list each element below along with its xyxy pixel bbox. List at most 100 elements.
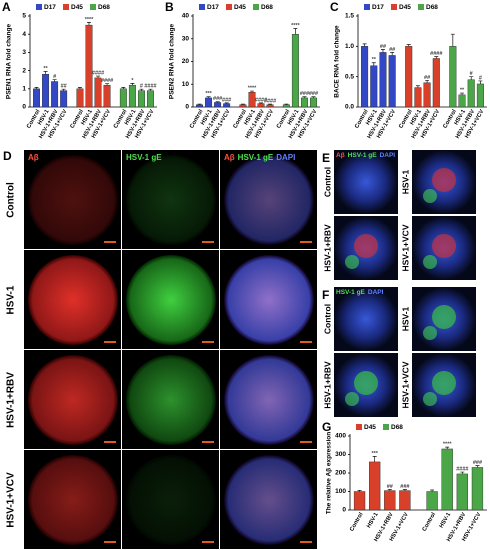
error-bar	[371, 62, 376, 66]
bar	[471, 467, 484, 511]
row-label: Control	[322, 167, 332, 197]
significance-label: ##	[61, 84, 67, 90]
bar	[449, 46, 457, 108]
y-tick-label: 1.0	[345, 43, 354, 50]
significance-label: ###	[213, 96, 222, 102]
error-bar	[249, 90, 254, 93]
error-bar	[406, 44, 411, 47]
bar	[119, 88, 127, 108]
significance-label: ***	[371, 451, 378, 457]
y-tick-label: 20	[182, 58, 190, 65]
error-bar	[96, 75, 101, 78]
organoid	[28, 155, 118, 245]
channel-name: Aβ	[224, 153, 235, 162]
y-tick-label: 200	[335, 470, 346, 477]
legend-swatch	[391, 4, 397, 10]
significance-label: ##	[424, 75, 430, 81]
bar	[353, 491, 366, 511]
organoid	[224, 455, 314, 545]
row-label: HSV-1+RBV	[322, 361, 332, 409]
channel-name: HSV-1 gE	[348, 152, 378, 159]
channel-header: HSV-1 gE DAPI	[336, 289, 384, 296]
organoid	[126, 155, 216, 245]
significance-label: ###	[473, 460, 482, 466]
significance-label: ####	[101, 78, 113, 84]
bar	[310, 97, 317, 108]
bar	[414, 87, 422, 108]
row-label: HSV-1	[6, 285, 17, 314]
legend-label: D68	[261, 4, 273, 11]
bar	[76, 88, 84, 108]
organoid	[224, 355, 314, 445]
bar	[456, 473, 468, 511]
bar	[291, 34, 299, 108]
y-tick-label: 100	[335, 488, 346, 495]
significance-label: ##	[380, 44, 386, 50]
row-label: Control	[6, 182, 17, 218]
legend-swatch	[253, 4, 259, 10]
organoid	[224, 155, 314, 245]
y-axis-label: PSEN2 RNA fold change	[169, 23, 176, 99]
error-bar	[372, 456, 377, 462]
error-bar	[387, 489, 392, 491]
legend-label: D17	[44, 4, 56, 11]
significance-label: ####	[255, 97, 267, 103]
significance-label: **	[43, 66, 48, 72]
bar	[476, 83, 484, 108]
bar	[239, 104, 247, 108]
legend-swatch	[383, 424, 389, 430]
error-bar	[130, 82, 135, 86]
significance-label: ##	[389, 47, 395, 53]
legend-label: D17	[372, 4, 384, 11]
error-bar	[43, 71, 48, 75]
bar	[205, 97, 213, 108]
x-tick-label: HSV-1	[439, 511, 453, 529]
error-bar	[445, 446, 450, 449]
error-bar	[77, 86, 82, 89]
legend-swatch	[36, 4, 42, 10]
bar	[467, 79, 475, 108]
organoid	[28, 355, 118, 445]
error-bar	[34, 86, 39, 89]
significance-label: ###	[309, 91, 318, 97]
panel-label: C	[330, 0, 339, 14]
error-bar	[390, 52, 395, 56]
error-bar	[61, 88, 66, 91]
panel-label: B	[165, 0, 174, 14]
significance-label: **	[460, 87, 465, 93]
y-tick-label: 300	[335, 451, 346, 458]
legend-label: D68	[391, 424, 403, 431]
significance-label: ####	[264, 98, 276, 104]
micrograph	[334, 287, 398, 351]
error-bar	[139, 88, 144, 91]
channel-name: HSV-1 gE	[336, 289, 366, 296]
y-tick-label: 1	[22, 86, 26, 93]
legend-label: D45	[364, 424, 376, 431]
y-tick-label: 2	[22, 67, 26, 74]
panel-label: A	[2, 0, 11, 14]
bar	[423, 82, 431, 108]
stained-cell	[354, 371, 378, 395]
stained-cell	[423, 255, 437, 269]
bar	[441, 448, 453, 511]
bar	[196, 104, 203, 108]
panel-label: E	[322, 151, 330, 165]
stained-cell	[432, 234, 456, 258]
significance-label: #	[140, 84, 143, 90]
significance-label: ###	[222, 97, 231, 103]
organoid	[126, 255, 216, 345]
y-tick-label: 0	[22, 104, 26, 111]
legend-swatch	[364, 4, 370, 10]
legend-swatch	[356, 424, 362, 430]
bar	[432, 58, 440, 108]
channel-name: HSV-1 gE	[126, 153, 162, 162]
stained-cell	[345, 255, 359, 269]
bar	[85, 24, 93, 108]
channel-name: Aβ	[336, 152, 345, 159]
bar	[384, 490, 396, 511]
organoid	[126, 355, 216, 445]
legend-label: D45	[71, 4, 83, 11]
error-bar	[284, 103, 289, 105]
x-tick-label: HSV-1	[366, 511, 380, 529]
